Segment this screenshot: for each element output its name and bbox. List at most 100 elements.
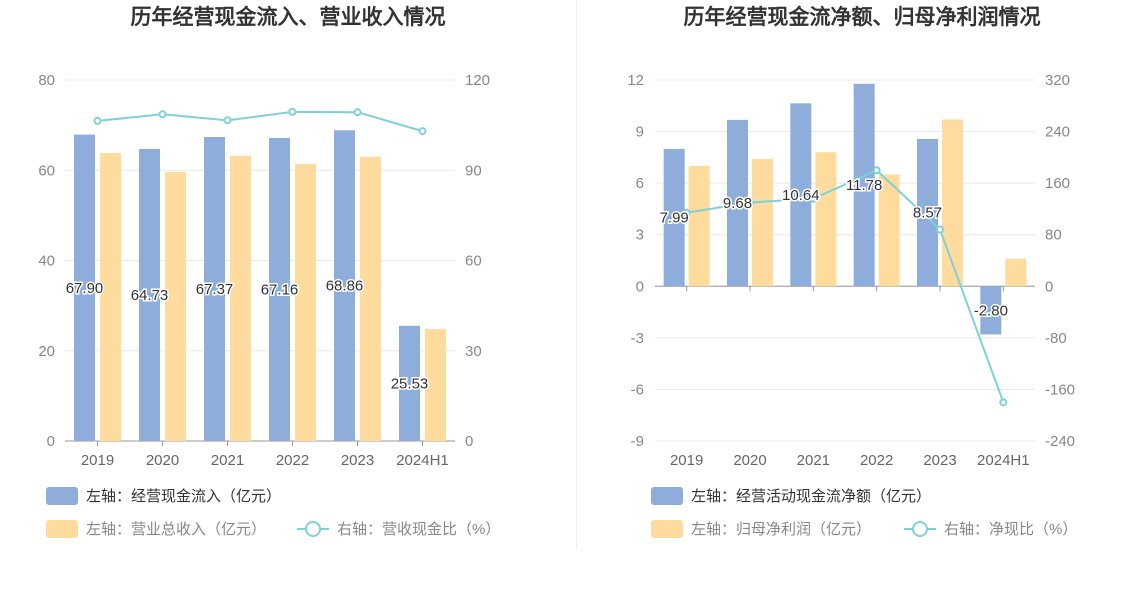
x-axis-tick-label: 2021 bbox=[797, 452, 830, 469]
left-axis-tick-label: 0 bbox=[47, 433, 55, 450]
left-axis-tick-label: 0 bbox=[636, 278, 644, 295]
line-point bbox=[288, 107, 297, 116]
line-point bbox=[93, 116, 102, 125]
legend-swatch-bar bbox=[46, 520, 78, 538]
bar-secondary bbox=[295, 163, 316, 441]
chart-cash-inflow-revenue: 历年经营现金流入、营业收入情况 0 20 40 60 80 0 30 60 90 120 2019 20… bbox=[38, 5, 500, 538]
line-point bbox=[353, 108, 362, 117]
bar-data-label: 10.64 bbox=[782, 187, 820, 204]
line-point bbox=[746, 198, 754, 207]
legend-swatch-bar bbox=[651, 487, 683, 505]
bar-secondary bbox=[942, 119, 963, 287]
right-axis-tick-label: 320 bbox=[1045, 72, 1070, 89]
bar-data-label: 25.53 bbox=[391, 375, 429, 392]
bar-secondary bbox=[752, 159, 773, 287]
x-axis-tick-label: 2023 bbox=[923, 452, 956, 469]
bar-secondary bbox=[1005, 258, 1027, 287]
line-point bbox=[872, 166, 881, 175]
left-axis-tick-label: -3 bbox=[631, 330, 644, 347]
x-axis-tick-label: 2022 bbox=[860, 452, 893, 469]
right-axis-tick-label: -240 bbox=[1045, 433, 1075, 450]
line-series bbox=[97, 110, 423, 133]
chart-title: 历年经营现金流入、营业收入情况 bbox=[131, 5, 446, 29]
x-axis-tick-label: 2024H1 bbox=[977, 452, 1030, 469]
legend-swatch-marker bbox=[912, 521, 928, 537]
panel-divider bbox=[576, 0, 577, 550]
right-axis-tick-label: -160 bbox=[1045, 381, 1075, 398]
bar-secondary bbox=[100, 153, 121, 442]
bar-data-label: 67.16 bbox=[261, 281, 299, 298]
bar-primary bbox=[334, 130, 355, 441]
bar-primary bbox=[790, 103, 812, 287]
bar-primary bbox=[269, 137, 290, 442]
left-axis-tick-label: 3 bbox=[636, 227, 644, 244]
legend-label: 左轴：经营活动现金流净额（亿元） bbox=[691, 488, 931, 505]
bar-primary bbox=[139, 148, 160, 441]
bar-secondary bbox=[360, 156, 381, 441]
right-axis-tick-label: 60 bbox=[465, 253, 482, 270]
x-axis-tick-label: 2019 bbox=[81, 452, 114, 469]
legend-label: 右轴：净现比（%） bbox=[944, 521, 1077, 538]
x-axis-tick-label: 2021 bbox=[211, 452, 244, 469]
x-axis-tick-label: 2020 bbox=[146, 452, 179, 469]
line-point bbox=[936, 225, 944, 234]
bar-secondary bbox=[878, 174, 900, 287]
left-axis-tick-label: -6 bbox=[631, 381, 644, 398]
bar-data-label: 9.68 bbox=[723, 195, 752, 212]
bar-data-label: 7.99 bbox=[660, 210, 689, 227]
x-axis-tick-label: 2022 bbox=[276, 452, 309, 469]
bar-data-label: 8.57 bbox=[913, 205, 942, 222]
right-axis-tick-label: 30 bbox=[465, 343, 482, 360]
bar-secondary bbox=[815, 152, 837, 287]
left-axis-tick-label: 40 bbox=[38, 253, 55, 270]
bar-data-label: 67.90 bbox=[66, 280, 104, 297]
bar-primary bbox=[204, 136, 225, 442]
x-axis-tick-label: 2019 bbox=[670, 452, 703, 469]
bar-secondary bbox=[165, 172, 186, 441]
bar-primary bbox=[74, 134, 95, 441]
bar-secondary bbox=[425, 329, 446, 441]
bar-data-label: 67.37 bbox=[196, 281, 234, 298]
left-axis-tick-label: 6 bbox=[636, 175, 644, 192]
right-axis-tick-label: -80 bbox=[1045, 330, 1067, 347]
bar-data-label: -2.80 bbox=[974, 302, 1008, 319]
x-axis-tick-label: 2024H1 bbox=[396, 452, 449, 469]
line-point bbox=[809, 194, 818, 203]
right-axis-tick-label: 90 bbox=[465, 162, 482, 179]
bar-data-label: 68.86 bbox=[326, 278, 364, 295]
chart-net-cashflow-profit: 历年经营现金流净额、归母净利润情况 -9 -6 -3 0 3 6 9 12 -240 -160 -80… bbox=[627, 5, 1077, 538]
bar-secondary bbox=[688, 165, 710, 287]
legend-label: 左轴：归母净利润（亿元） bbox=[691, 521, 871, 538]
bar-primary bbox=[663, 148, 685, 287]
line-point bbox=[682, 208, 691, 217]
right-axis-tick-label: 120 bbox=[465, 72, 490, 89]
left-axis-tick-label: 9 bbox=[636, 124, 644, 141]
line-point bbox=[158, 110, 167, 119]
legend-label: 右轴：营收现金比（%） bbox=[337, 521, 500, 538]
chart-title: 历年经营现金流净额、归母净利润情况 bbox=[684, 5, 1041, 29]
line-series bbox=[686, 169, 1005, 403]
legend-swatch-bar bbox=[651, 520, 683, 538]
right-axis-tick-label: 0 bbox=[1045, 278, 1053, 295]
x-axis-tick-label: 2020 bbox=[733, 452, 766, 469]
left-axis-tick-label: 80 bbox=[38, 72, 55, 89]
right-axis-tick-label: 80 bbox=[1045, 227, 1062, 244]
legend-swatch-marker bbox=[305, 521, 321, 537]
line-point bbox=[999, 398, 1008, 407]
bar-primary bbox=[917, 138, 938, 287]
left-axis-tick-label: 60 bbox=[38, 162, 55, 179]
x-axis-tick-label: 2023 bbox=[341, 452, 374, 469]
right-axis-tick-label: 240 bbox=[1045, 124, 1070, 141]
bar-data-label: 64.73 bbox=[131, 287, 169, 304]
legend-swatch-bar bbox=[46, 487, 78, 505]
right-axis-tick-label: 160 bbox=[1045, 175, 1070, 192]
legend-label: 左轴：营业总收入（亿元） bbox=[86, 521, 266, 538]
bar-primary bbox=[399, 325, 420, 441]
chart-panel-net-cashflow-profit: 历年经营现金流净额、归母净利润情况 -9 -6 -3 0 3 6 9 12 -240 -160 -80… bbox=[577, 0, 1147, 589]
left-axis-tick-label: -9 bbox=[631, 433, 644, 450]
chart-panel-cash-inflow-revenue: 历年经营现金流入、营业收入情况 0 20 40 60 80 0 30 60 90 120 2019 20… bbox=[38, 5, 500, 538]
bar-primary bbox=[727, 119, 748, 287]
left-axis-tick-label: 12 bbox=[627, 72, 644, 89]
bar-primary bbox=[980, 286, 1002, 335]
left-axis-tick-label: 20 bbox=[38, 343, 55, 360]
